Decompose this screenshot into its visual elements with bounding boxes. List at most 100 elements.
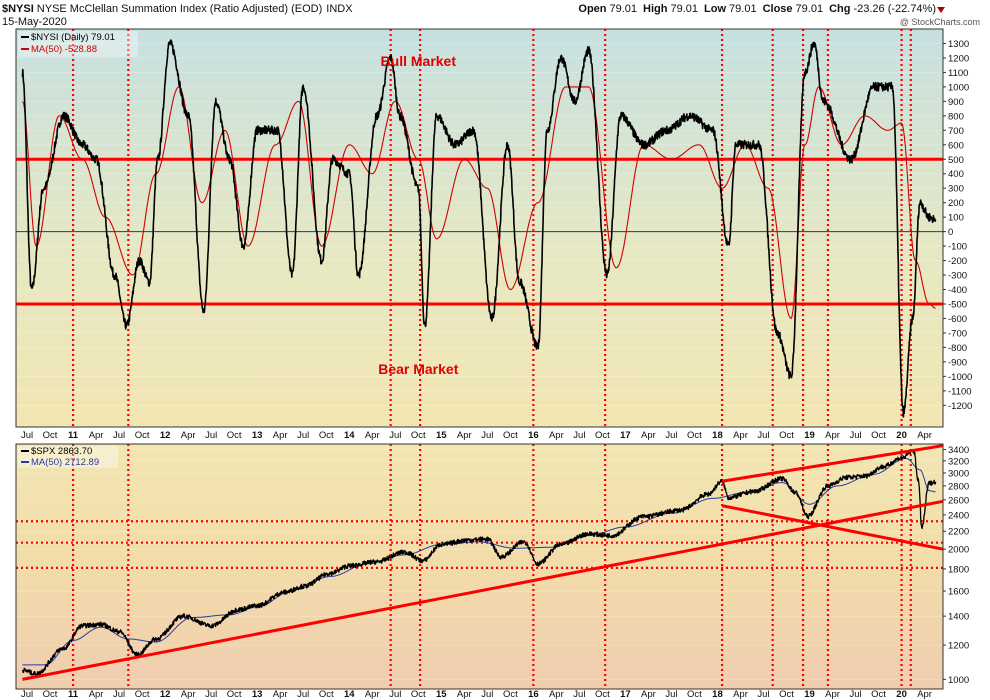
x-tick-label: 17 [620, 689, 631, 700]
x-tick-label: Apr [641, 430, 656, 441]
bear-market-label: Bear Market [378, 361, 458, 377]
x-tick-label: Apr [549, 430, 564, 441]
x-tick-label: 12 [160, 689, 171, 700]
nysi-y-tick-label: 500 [948, 155, 964, 166]
x-tick-label: Apr [365, 430, 380, 441]
header-ohlc: Open 79.01 High 79.01 Low 79.01 Close 79.01 Chg -… [578, 3, 936, 15]
spx-panel-plot [16, 444, 943, 689]
nysi-price-line [21, 39, 937, 418]
spx-y-tick-label: 2600 [948, 495, 969, 506]
x-tick-label: 19 [804, 430, 815, 441]
nysi-y-tick-label: 800 [948, 111, 964, 122]
spx-y-tick-label: 1400 [948, 612, 969, 623]
nysi-legend-ma: MA(50) -528.88 [31, 44, 97, 55]
spx-ma-line [22, 458, 936, 666]
x-tick-label: 13 [252, 430, 263, 441]
x-tick-label: 11 [68, 689, 79, 700]
x-tick-label: Oct [687, 689, 702, 700]
x-tick-label: Apr [917, 430, 932, 441]
spx-y-tick-label: 2200 [948, 527, 969, 538]
x-tick-label: Oct [595, 689, 610, 700]
x-tick-label: Oct [687, 430, 702, 441]
nysi-y-tick-label: -1200 [948, 401, 972, 412]
spx-legend-ma: MA(50) 2712.89 [31, 457, 99, 468]
x-tick-label: Apr [549, 689, 564, 700]
x-axis-bottom: Jul Oct 11 Apr Jul Oct 12 Apr Jul Oct 13 Apr Jul Oct 1… [21, 689, 932, 700]
x-tick-label: Apr [733, 430, 748, 441]
x-tick-label: 12 [160, 430, 171, 441]
nysi-y-tick-label: -500 [948, 299, 967, 310]
nysi-y-tick-label: 100 [948, 213, 964, 224]
x-tick-label: 17 [620, 430, 631, 441]
spx-y-tick-label: 2800 [948, 481, 969, 492]
spx-price-line [21, 448, 937, 677]
nysi-y-tick-label: -300 [948, 271, 967, 282]
nysi-y-tick-label: -900 [948, 357, 967, 368]
x-tick-label: 15 [436, 689, 447, 700]
x-tick-label: Jul [481, 430, 493, 441]
nysi-y-tick-label: 0 [948, 227, 953, 238]
spx-panel-frame [15, 443, 944, 690]
x-tick-label: Jul [297, 689, 309, 700]
x-tick-label: Oct [871, 689, 886, 700]
x-tick-label: 18 [712, 689, 723, 700]
x-tick-label: 13 [252, 689, 263, 700]
x-tick-label: Apr [641, 689, 656, 700]
x-tick-label: Oct [319, 430, 334, 441]
nysi-ma-line [21, 86, 936, 320]
nysi-panel-frame [15, 28, 944, 428]
nysi-y-axis: 1300120011001000900800700600500400300200… [943, 39, 972, 412]
x-tick-label: Oct [411, 689, 426, 700]
x-tick-label: Jul [573, 689, 585, 700]
x-tick-label: Jul [297, 430, 309, 441]
x-tick-label: Jul [113, 689, 125, 700]
spx-y-tick-label: 2400 [948, 510, 969, 521]
spx-y-tick-label: 3200 [948, 456, 969, 467]
x-tick-label: Oct [135, 689, 150, 700]
x-tick-label: Apr [273, 430, 288, 441]
x-tick-label: Apr [89, 430, 104, 441]
x-tick-label: Oct [319, 689, 334, 700]
x-tick-label: 16 [528, 430, 539, 441]
header-exchange: INDX [326, 3, 353, 15]
x-tick-label: 19 [804, 689, 815, 700]
spx-y-tick-label: 3400 [948, 445, 969, 456]
nysi-y-tick-label: 1200 [948, 53, 969, 64]
x-tick-label: Apr [365, 689, 380, 700]
x-tick-label: Oct [227, 430, 242, 441]
nysi-y-tick-label: -700 [948, 328, 967, 339]
nysi-y-tick-label: -600 [948, 314, 967, 325]
x-tick-label: Apr [917, 689, 932, 700]
x-tick-label: Oct [779, 430, 794, 441]
nysi-legend: $NYSI (Daily) 79.01 MA(50) -528.88 [18, 31, 138, 57]
nysi-y-tick-label: 1300 [948, 39, 969, 50]
nysi-y-tick-label: 900 [948, 97, 964, 108]
spx-y-tick-label: 3000 [948, 468, 969, 479]
header-date: 15-May-2020 [2, 16, 67, 28]
x-tick-label: Apr [457, 430, 472, 441]
header-symbol: $NYSI [2, 3, 34, 15]
x-tick-label: Jul [757, 430, 769, 441]
x-tick-label: Apr [273, 689, 288, 700]
spx-legend-box [18, 446, 118, 468]
x-tick-label: Apr [181, 430, 196, 441]
nysi-legend-price: $NYSI (Daily) 79.01 [31, 32, 115, 43]
x-tick-label: Oct [595, 430, 610, 441]
spx-y-tick-label: 1200 [948, 641, 969, 652]
x-tick-label: Jul [205, 430, 217, 441]
x-tick-label: 20 [896, 430, 907, 441]
nysi-y-tick-label: -1100 [948, 386, 972, 397]
x-tick-label: 18 [712, 430, 723, 441]
x-tick-label: Apr [733, 689, 748, 700]
x-tick-label: Jul [757, 689, 769, 700]
x-tick-label: Jul [205, 689, 217, 700]
x-tick-label: Oct [43, 430, 58, 441]
spx-legend: $SPX 2863.70 MA(50) 2712.89 [18, 446, 118, 468]
nysi-y-tick-label: 1100 [948, 68, 968, 79]
x-tick-label: Apr [825, 689, 840, 700]
x-tick-label: Oct [411, 430, 426, 441]
x-tick-label: 15 [436, 430, 447, 441]
